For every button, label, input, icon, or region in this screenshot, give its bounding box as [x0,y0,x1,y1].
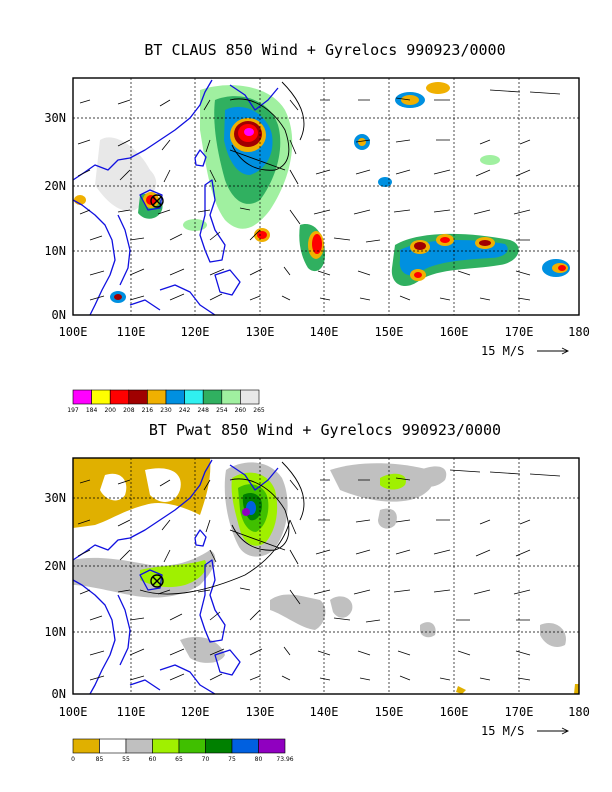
pwat-colorbar-swatch [72,738,100,754]
pwat-colorbar-swatch [99,738,127,754]
claus-colorbar-swatch [165,389,185,405]
pwat-xtick: 100E [59,705,88,719]
claus-colorbar-swatch [109,389,130,405]
claus-xtick: 130E [246,325,275,339]
pwat-xtick: 150E [375,705,404,719]
pwat-xtick: 140E [310,705,339,719]
pwat-colorbar-swatch [178,738,206,754]
pwat-colorbar-label: 0 [71,756,75,763]
claus-xtick: 180 [568,325,590,339]
pwat-colorbar-label: 65 [175,756,183,763]
pwat-xtick: 120E [181,705,210,719]
pwat-ytick: 0N [52,687,66,701]
claus-ytick: 30N [44,111,66,125]
claus-ytick: 10N [44,244,66,258]
claus-xtick: 120E [181,325,210,339]
pwat-colorbar-swatch [125,738,153,754]
pwat-x-axis: 100E 110E 120E 130E 140E 150E 160E 170E … [59,705,590,719]
pwat-colorbar-label: 55 [122,756,130,763]
pwat-water-shading [73,458,579,694]
pwat-map [72,457,580,695]
claus-xtick: 170E [505,325,534,339]
claus-colorbar-swatch [240,389,260,405]
pwat-colorbar: 0 85 55 60 65 70 75 80 73.96 [71,738,294,763]
pwat-gyre-marker-icon [150,574,164,588]
pwat-colorbar-swatch [258,738,286,754]
claus-colorbar-label: 184 [86,407,98,414]
claus-colorbar-label: 242 [179,407,191,414]
claus-colorbar-label: 197 [67,407,79,414]
claus-y-axis: 30N 20N 10N 0N [44,111,66,322]
pwat-xtick: 170E [505,705,534,719]
claus-xtick: 110E [117,325,146,339]
pwat-colorbar-label: 85 [96,756,104,763]
claus-wind-vectors [77,89,561,301]
claus-xtick: 100E [59,325,88,339]
claus-ref-vector-label: 15 M/S [481,344,524,358]
claus-frame [72,77,580,316]
claus-xtick: 160E [440,325,469,339]
claus-map [72,77,580,316]
claus-ytick: 0N [52,308,66,322]
claus-colorbar-swatch [184,389,204,405]
claus-coastlines [73,79,279,315]
pwat-title: BT Pwat 850 Wind + Gyrelocs 990923/0000 [149,421,501,439]
claus-colorbar-label: 260 [235,407,247,414]
pwat-xtick: 180 [568,705,590,719]
pwat-ytick: 30N [44,491,66,505]
pwat-xtick: 130E [246,705,275,719]
claus-colorbar-label: 265 [253,407,265,414]
claus-gyre-track [229,81,305,171]
claus-colorbar-swatch [147,389,167,405]
pwat-frame [72,457,580,695]
pwat-wind-vectors [77,469,561,681]
pwat-colorbar-swatch [205,738,233,754]
claus-colorbar-label: 208 [123,407,135,414]
claus-title: BT CLAUS 850 Wind + Gyrelocs 990923/0000 [144,41,505,59]
pwat-ref-vector-label: 15 M/S [481,724,524,738]
claus-xtick: 150E [375,325,404,339]
claus-colorbar-label: 216 [142,407,154,414]
pwat-colorbar-label: 73.96 [276,756,293,763]
pwat-colorbar-label: 80 [255,756,263,763]
claus-colorbar-label: 248 [197,407,209,414]
claus-colorbar-label: 230 [160,407,172,414]
claus-colorbar-swatch [202,389,223,405]
claus-reference-vector: 15 M/S [481,344,570,358]
pwat-reference-vector: 15 M/S [481,724,570,738]
pwat-ytick: 10N [44,625,66,639]
claus-xtick: 140E [310,325,339,339]
claus-colorbar-swatch [91,389,111,405]
pwat-xtick: 160E [440,705,469,719]
claus-colorbar-swatch [128,389,148,405]
claus-colorbar-label: 254 [216,407,228,414]
pwat-colorbar-label: 75 [228,756,236,763]
pwat-colorbar-swatch [231,738,259,754]
claus-colorbar: 197 184 200 208 216 230 242 248 254 260 265 [67,389,265,414]
claus-colorbar-swatch [221,389,241,405]
pwat-colorbar-label: 70 [202,756,210,763]
claus-x-axis: 100E 110E 120E 130E 140E 150E 160E 170E … [59,325,590,339]
claus-cloud-shading [74,82,570,303]
claus-gridlines [73,78,579,315]
pwat-colorbar-swatch [152,738,180,754]
pwat-ytick: 20N [44,559,66,573]
claus-gyre-marker-icon [150,194,164,208]
pwat-gyre-track [139,461,305,595]
pwat-panel: BT Pwat 850 Wind + Gyrelocs 990923/0000 [44,421,590,763]
pwat-y-axis: 30N 20N 10N 0N [44,491,66,701]
claus-colorbar-label: 200 [104,407,116,414]
claus-ytick: 20N [44,179,66,193]
claus-panel: BT CLAUS 850 Wind + Gyrelocs 990923/0000 [44,41,590,414]
claus-colorbar-swatch [72,389,92,405]
pwat-xtick: 110E [117,705,146,719]
pwat-coastlines [73,459,279,694]
pwat-colorbar-label: 60 [149,756,157,763]
